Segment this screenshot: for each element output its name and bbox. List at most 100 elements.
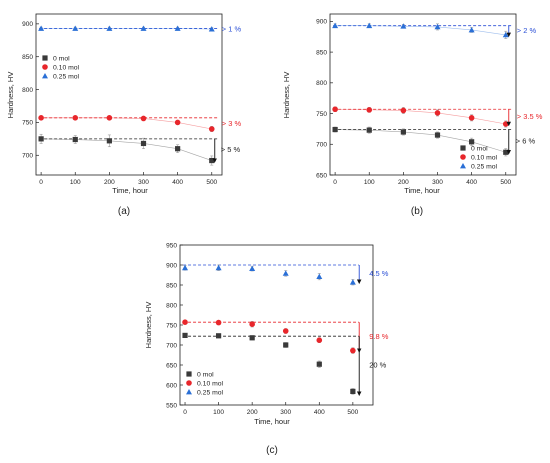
panel-a-annotation-label-0-10-mol: > 3 % <box>222 119 242 128</box>
panel-c-ylabel: Hardness, HV <box>144 302 153 349</box>
panel-c-legend: 0 mol 0.10 mol 0.25 mol <box>186 371 224 397</box>
panel-c-ytick-label-600: 600 <box>166 382 177 389</box>
panel-b-series-line-0-10-mol <box>335 108 506 125</box>
panel-a-point-0-10-mol <box>140 115 147 122</box>
panel-c-xtick-label-200: 200 <box>247 409 258 416</box>
panel-b-point-0-10-mol <box>332 106 338 113</box>
panel-a-caption: (a) <box>118 206 130 217</box>
panel-c-xtick-label-0: 0 <box>183 409 187 416</box>
panel-b-xtick-label-300: 300 <box>432 179 443 186</box>
panel-b-xtick-label-400: 400 <box>466 179 477 186</box>
panel-c-point-0-mol <box>350 388 356 394</box>
panel-a-legend-marker-0-10-mol <box>42 64 48 70</box>
panel-c-ytick-label-850: 850 <box>166 282 177 289</box>
panel-c-point-0-10-mol <box>316 337 323 344</box>
panel-a-legend: 0 mol 0.10 mol 0.25 mol <box>42 55 80 81</box>
panel-a-legend-label-0-25-mol: 0.25 mol <box>53 74 80 81</box>
panel-b-point-0-25-mol <box>434 23 441 30</box>
panel-b-xtick-label-500: 500 <box>500 179 511 186</box>
panel-c-legend-marker-0-10-mol <box>186 380 192 386</box>
panel-b-point-0-mol <box>469 139 475 145</box>
panel-b-annotation-label-0-25-mol: > 2 % <box>517 26 537 35</box>
panel-a-point-0-mol <box>38 136 44 142</box>
panel-a-ytick-label-750: 750 <box>22 120 33 127</box>
panel-b-legend-label-0-mol: 0 mol <box>471 146 488 153</box>
panel-c-legend-label-0-25-mol: 0.25 mol <box>197 390 224 397</box>
panel-b-point-0-10-mol <box>502 121 509 127</box>
panel-b: Hardness, HV Time, hour (b) 650 700 750 800… <box>282 13 543 217</box>
panel-a-xtick-label-0: 0 <box>39 179 43 186</box>
panel-b-point-0-25-mol <box>332 22 339 29</box>
panel-b-legend-label-0-10-mol: 0.10 mol <box>471 155 498 162</box>
panel-c-annotation-label-0-25-mol: 4.5 % <box>369 269 389 278</box>
panel-c-xtick-label-400: 400 <box>314 409 325 416</box>
panel-b-annotation-label-0-mol: > 6 % <box>516 136 536 145</box>
panel-b-legend-marker-0-10-mol <box>460 154 466 160</box>
panel-a-series-line-0-25-mol <box>41 28 212 30</box>
panel-b-annotation-label-0-10-mol: > 3.5 % <box>517 112 543 121</box>
panel-b-ytick-label-650: 650 <box>316 172 327 179</box>
panel-c-point-0-mol <box>182 332 188 338</box>
panel-b-point-0-25-mol <box>366 22 373 29</box>
panel-a-point-0-25-mol <box>38 25 45 31</box>
panel-a-point-0-10-mol <box>106 115 113 121</box>
panel-a-ylabel: Hardness, HV <box>6 72 15 119</box>
panel-c-point-0-25-mol <box>215 264 222 271</box>
panel-c-point-0-10-mol <box>350 347 356 354</box>
panel-b-series-line-0-25-mol <box>335 25 506 36</box>
panel-b-legend-label-0-25-mol: 0.25 mol <box>471 164 498 171</box>
panel-b-point-0-mol <box>503 149 509 155</box>
panel-b-point-0-10-mol <box>366 107 373 113</box>
panel-c: Hardness, HV Time, hour (c) 550 600 650 700… <box>144 242 389 456</box>
panel-c-point-0-10-mol <box>249 321 255 328</box>
panel-a-point-0-mol <box>72 136 78 143</box>
panel-c-legend-label-0-10-mol: 0.10 mol <box>197 381 224 388</box>
panel-a-point-0-mol <box>140 140 147 147</box>
panel-b-caption: (b) <box>411 206 423 217</box>
panel-b-ytick-label-900: 900 <box>316 19 327 26</box>
panel-b-xtick-label-200: 200 <box>398 179 409 186</box>
panel-a-plot-frame <box>35 13 223 176</box>
panel-c-ytick-label-750: 750 <box>166 322 177 329</box>
panel-c-legend-marker-0-25-mol <box>186 389 192 395</box>
panel-b-xlabel: Time, hour <box>404 186 440 195</box>
panel-b-xtick-label-100: 100 <box>364 179 375 186</box>
panel-b-ytick-label-750: 750 <box>316 111 327 118</box>
panel-c-ytick-label-700: 700 <box>166 342 177 349</box>
panel-a-ytick-label-800: 800 <box>22 87 33 94</box>
panel-b-ylabel: Hardness, HV <box>282 72 291 119</box>
panel-a-point-0-25-mol <box>140 25 147 31</box>
panel-a-point-0-10-mol <box>72 115 79 121</box>
panel-b-plot-frame <box>329 13 517 176</box>
panel-c-xtick-label-100: 100 <box>213 409 224 416</box>
panel-b-point-0-25-mol <box>468 26 475 33</box>
panel-c-legend-label-0-mol: 0 mol <box>197 372 214 379</box>
panel-c-legend-marker-0-mol <box>186 371 192 377</box>
panel-c-ytick-label-550: 550 <box>166 402 177 409</box>
panel-a-legend-marker-0-25-mol <box>42 73 48 79</box>
panel-c-point-0-25-mol <box>249 265 256 271</box>
panel-b-ytick-label-700: 700 <box>316 142 327 149</box>
panel-a-series-line-0-mol <box>41 138 212 161</box>
panel-a-xlabel: Time, hour <box>112 186 148 195</box>
panel-a-point-0-mol <box>106 138 112 144</box>
panel-b-point-0-10-mol <box>468 115 475 121</box>
panel-c-xlabel: Time, hour <box>254 417 290 426</box>
panel-c-point-0-25-mol <box>316 273 323 279</box>
panel-c-ytick-label-650: 650 <box>166 362 177 369</box>
panel-c-ytick-label-800: 800 <box>166 302 177 309</box>
panel-a-legend-label-0-10-mol: 0.10 mol <box>53 65 80 72</box>
panel-b-xtick-label-0: 0 <box>333 179 337 186</box>
panel-a-xtick-label-300: 300 <box>138 179 149 186</box>
panel-a-legend-label-0-mol: 0 mol <box>53 56 70 63</box>
panel-b-legend-marker-0-25-mol <box>460 163 466 169</box>
panel-a-point-0-mol <box>175 146 181 152</box>
panel-c-point-0-10-mol <box>215 319 222 326</box>
panel-a-point-0-10-mol <box>208 126 215 132</box>
panel-c-point-0-25-mol <box>182 264 189 271</box>
panel-c-point-0-10-mol <box>182 319 188 326</box>
panel-a-point-0-mol <box>209 157 215 164</box>
panel-b-point-0-10-mol <box>434 110 441 116</box>
panel-c-point-0-25-mol <box>349 279 356 285</box>
panel-a-point-0-10-mol <box>38 115 44 121</box>
